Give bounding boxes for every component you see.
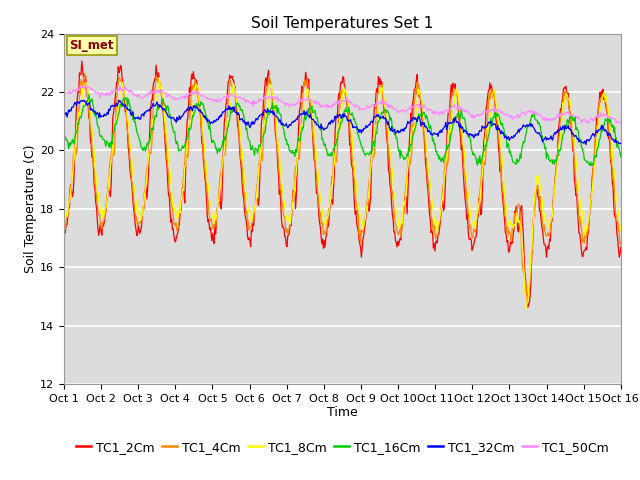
Text: SI_met: SI_met (70, 39, 114, 52)
X-axis label: Time: Time (327, 407, 358, 420)
Title: Soil Temperatures Set 1: Soil Temperatures Set 1 (252, 16, 433, 31)
Y-axis label: Soil Temperature (C): Soil Temperature (C) (24, 144, 37, 273)
Legend: TC1_2Cm, TC1_4Cm, TC1_8Cm, TC1_16Cm, TC1_32Cm, TC1_50Cm: TC1_2Cm, TC1_4Cm, TC1_8Cm, TC1_16Cm, TC1… (71, 436, 614, 459)
